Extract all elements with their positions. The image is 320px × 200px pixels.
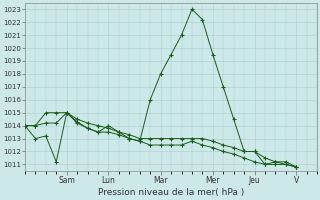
X-axis label: Pression niveau de la mer( hPa ): Pression niveau de la mer( hPa ) [98,188,244,197]
